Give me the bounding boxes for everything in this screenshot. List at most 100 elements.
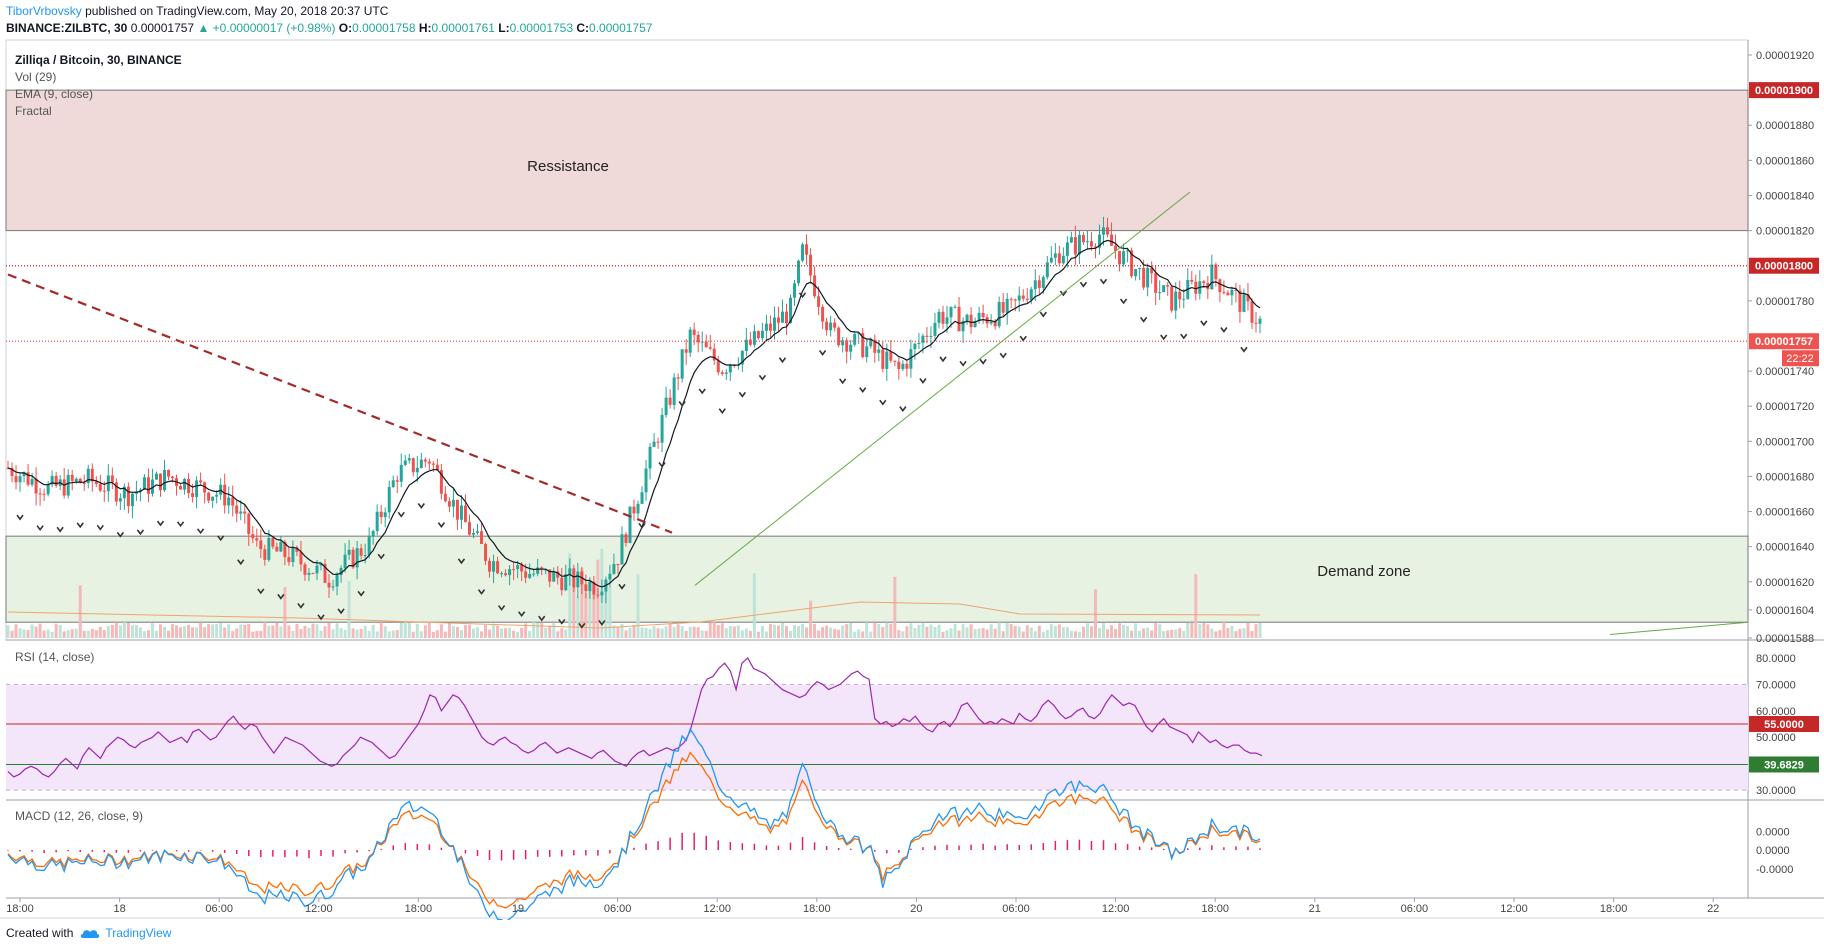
volume-bar [1250, 631, 1254, 638]
candle-body [1053, 253, 1057, 258]
fractal-down [237, 559, 245, 566]
author-link[interactable]: TiborVrbovsky [6, 4, 82, 18]
time-axis: 18:00 18 06:00 12:00 18:00 19 06:00 12:00 18:00 2… [6, 898, 1719, 915]
fractals [16, 278, 1248, 629]
volume-bar [46, 629, 50, 638]
volume-bar [1206, 624, 1210, 638]
candle-body [1166, 285, 1170, 287]
candle-body [596, 594, 600, 596]
candle-body [909, 349, 913, 369]
time-tick-label: 12:00 [703, 903, 731, 915]
volume-bar [716, 625, 720, 638]
volume-bar [524, 623, 528, 638]
volume-bar [74, 628, 78, 638]
candle-body [961, 320, 965, 332]
price-tag-1800: 0.00001800 [1755, 261, 1813, 273]
volume-bar [873, 622, 877, 638]
volume-bar [50, 631, 54, 638]
volume-bar [1017, 626, 1021, 638]
volume-bar [576, 596, 580, 638]
vol-legend: Vol (29) [15, 70, 56, 84]
candle-body [1122, 251, 1126, 265]
candle-body [1118, 250, 1122, 265]
tradingview-brand[interactable]: TradingView [79, 926, 171, 940]
volume-bar [347, 580, 351, 638]
fractal-down [457, 558, 466, 565]
candle-body [572, 568, 576, 588]
candle-body [764, 323, 768, 331]
candle-body [98, 483, 102, 491]
volume-bar [540, 622, 544, 638]
volume-bar [102, 629, 106, 638]
candle-body [644, 468, 648, 493]
volume-bar [1025, 625, 1029, 638]
volume-bar [1005, 622, 1009, 638]
trading-chart[interactable]: Ressistance Demand zone 0.000019200.0000… [0, 0, 1824, 920]
candle-body [925, 335, 929, 337]
volume-bar [889, 623, 893, 638]
volume-bar [917, 624, 921, 638]
volume-bar [997, 622, 1001, 638]
volume-bar [158, 624, 162, 638]
candle-body [1178, 291, 1182, 300]
volume-bar [419, 631, 423, 638]
volume-bar [776, 625, 780, 638]
volume-bar [592, 584, 596, 638]
candle-body [150, 479, 154, 494]
candle-body [676, 377, 680, 379]
volume-bar [1021, 631, 1025, 638]
rsi-axis: 80.0000 70.0000 60.0000 50.0000 30.0000 [1756, 653, 1796, 797]
candle-body [532, 573, 536, 575]
volume-bar [921, 623, 925, 638]
fractal-down [497, 605, 506, 611]
volume-bar [1182, 630, 1186, 638]
volume-bar [195, 627, 199, 638]
candle-body [1097, 234, 1101, 248]
candle-body [869, 339, 873, 347]
candle-body [752, 331, 756, 345]
volume-bar [167, 630, 171, 638]
symbol-ohlc: BINANCE:ZILBTC, 30 0.00001757 ▲ +0.00000… [6, 21, 652, 35]
volume-bar [1093, 589, 1097, 638]
candle-body [247, 513, 251, 535]
candle-body [740, 351, 744, 365]
volume-bar [1118, 623, 1122, 638]
candle-body [989, 321, 993, 324]
volume-bar [508, 627, 512, 638]
candle-body [451, 499, 455, 507]
volume-bar [925, 626, 929, 638]
candle-body [1234, 289, 1238, 291]
fractal-down [859, 387, 867, 393]
fractal-down [116, 531, 124, 538]
volume-bar [676, 624, 680, 638]
volume-bar [22, 629, 26, 638]
last-price: 0.00001757 [130, 21, 195, 35]
candle-body [78, 478, 82, 483]
price-tick-label: 0.00001660 [1756, 507, 1814, 519]
fractal-down [839, 378, 847, 385]
volume-bar [142, 631, 146, 638]
candle-body [14, 476, 18, 483]
volume-bar [849, 622, 853, 638]
candle-body [427, 461, 431, 464]
candle-body [684, 349, 688, 353]
time-tick-label: 12:00 [305, 903, 333, 915]
change: +0.00000017 (+0.98%) [212, 21, 336, 35]
volume-bar [977, 628, 981, 638]
volume-bar [568, 553, 572, 638]
price-tick-label: 0.00001820 [1756, 226, 1814, 238]
volume-bar [339, 628, 343, 638]
candle-body [945, 317, 949, 324]
volume-bar [1029, 627, 1033, 638]
candle-body [997, 301, 1001, 327]
volume-bar [227, 624, 231, 638]
volume-bar [957, 630, 961, 638]
volume-bar [1122, 624, 1126, 638]
volume-bar [391, 630, 395, 638]
price-tick-label: 0.00001640 [1756, 542, 1814, 554]
candle-body [379, 511, 383, 518]
volume-bar [624, 630, 628, 638]
volume-bar [1102, 623, 1105, 638]
candle-body [375, 511, 379, 532]
candle-body [167, 470, 171, 477]
